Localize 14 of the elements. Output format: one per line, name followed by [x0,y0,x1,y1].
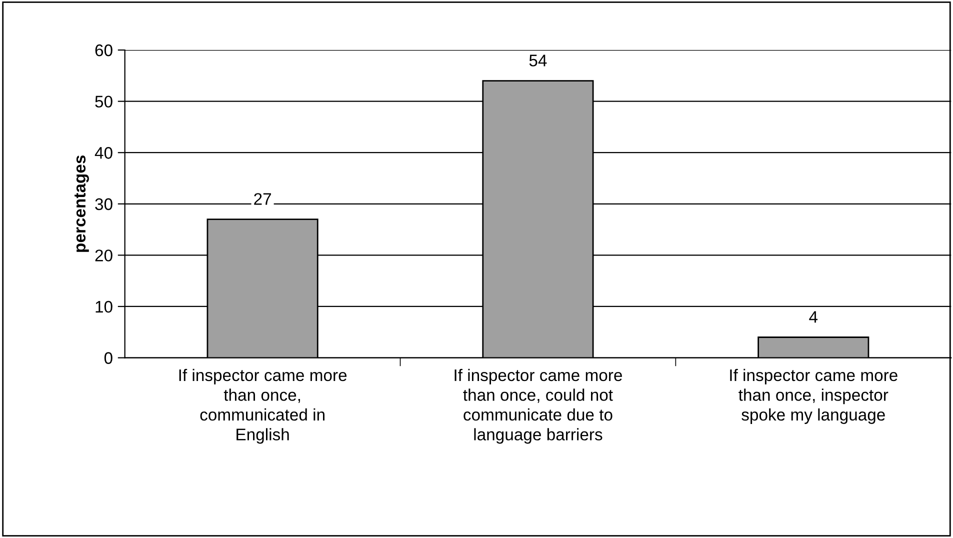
data-label: 27 [254,193,271,205]
y-tick-label: 20 [95,250,112,262]
x-tick-label: If inspector came more than once, communicated in English [179,368,347,444]
y-tick-label: 10 [96,300,112,313]
y-tick-label: 0 [104,352,112,364]
y-tick-label: 30 [95,198,112,210]
data-label: 54 [529,54,547,66]
y-tick-label: 50 [95,96,112,108]
x-tick-label: If inspector came more than once, inspector spoke my language [730,368,898,424]
y-tick-label: 60 [95,44,112,56]
x-tick-label: If inspector came more than once, could not communicate due to language barriers [454,368,622,444]
y-tick-label: 40 [94,147,112,159]
y-axis-title: percentages [74,155,89,252]
data-label: 4 [809,311,818,323]
